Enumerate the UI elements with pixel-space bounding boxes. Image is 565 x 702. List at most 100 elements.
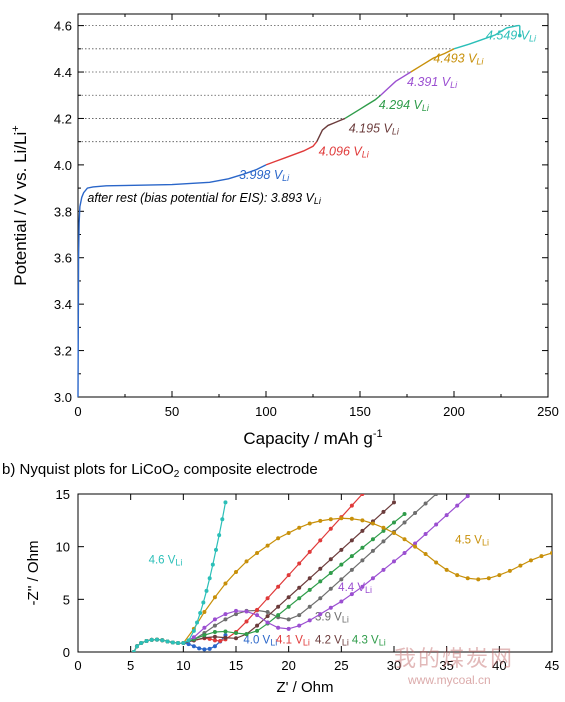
data-point (207, 646, 212, 651)
data-point (191, 644, 196, 649)
series-line-3 (344, 94, 382, 120)
x-axis-label: Capacity / mAh g-1 (243, 428, 382, 448)
data-point (328, 605, 333, 610)
data-point (220, 517, 225, 522)
chart-a-potential-capacity: 3.0 3.2 3.4 3.6 3.8 4.0 4.2 4.4 4.6 0 50 100 150 200 2… (10, 13, 559, 448)
data-point (339, 599, 344, 604)
data-point (392, 530, 396, 535)
data-point (265, 543, 270, 548)
x-tick-label: 20 (281, 658, 295, 673)
data-point (255, 628, 260, 633)
y-tick-label: 4.4 (54, 65, 72, 80)
data-point (455, 573, 460, 578)
data-point (186, 638, 191, 643)
data-point (360, 494, 365, 496)
data-point (204, 588, 209, 593)
data-point (360, 518, 365, 523)
data-point (265, 620, 270, 625)
data-point (212, 644, 217, 649)
data-point (497, 573, 502, 578)
data-point (197, 646, 202, 651)
data-point (307, 576, 312, 581)
data-point (434, 494, 439, 496)
data-point (195, 620, 200, 625)
series-label-4: 4.3 VLi (352, 635, 386, 648)
data-point (223, 629, 228, 634)
data-point (217, 533, 222, 538)
data-point (349, 592, 354, 597)
data-point (276, 604, 281, 609)
data-point (360, 545, 365, 550)
data-point (455, 503, 460, 508)
data-point (297, 561, 302, 566)
data-point (318, 518, 323, 523)
data-point (307, 604, 312, 609)
data-point (507, 568, 512, 573)
data-point (528, 558, 533, 563)
data-point (349, 554, 354, 559)
y-tick-label: 3.8 (54, 204, 72, 219)
data-point (339, 516, 344, 521)
data-point (318, 538, 323, 543)
annotation-5: 4.493 VLi (433, 52, 484, 67)
data-point (370, 537, 375, 542)
data-point (234, 612, 238, 617)
data-point (212, 629, 217, 634)
data-point (265, 596, 270, 601)
data-point (198, 611, 203, 616)
data-point (486, 576, 491, 581)
annotation-1: 4.096 VLi (319, 145, 370, 160)
data-point (286, 573, 291, 578)
series-label-3: 4.2 VLi (315, 635, 349, 648)
y-tick-label: 10 (56, 540, 70, 555)
data-point (318, 566, 323, 571)
x-tick-label: 200 (443, 404, 465, 419)
data-point (465, 576, 470, 581)
data-point (339, 547, 344, 552)
data-point (297, 623, 302, 628)
data-point (244, 559, 249, 564)
data-point (276, 584, 281, 589)
data-point (413, 544, 418, 549)
chart-b-title: b) Nyquist plots for LiCoO2 composite el… (2, 461, 318, 480)
x-tick-label: 0 (74, 404, 81, 419)
data-point (202, 647, 207, 652)
data-point (265, 609, 270, 614)
series-line-6 (453, 24, 520, 50)
data-point (381, 567, 386, 572)
data-point (318, 596, 323, 601)
data-point (423, 552, 428, 557)
annotation-7: after rest (bias potential for EIS): 3.8… (87, 191, 322, 206)
data-point (476, 577, 481, 582)
data-point (402, 520, 407, 525)
data-point (234, 608, 238, 613)
x-tick-label: 250 (537, 404, 559, 419)
data-point (176, 641, 181, 646)
data-point (444, 513, 449, 518)
data-point (539, 554, 544, 559)
data-point (286, 595, 291, 600)
data-point (207, 576, 212, 581)
y-tick-label: 5 (63, 592, 70, 607)
data-point (307, 549, 312, 554)
data-point (307, 587, 312, 592)
data-point (223, 635, 228, 640)
data-point (413, 510, 418, 515)
data-point (202, 609, 207, 614)
annotation-0: 3.998 VLi (239, 168, 290, 183)
series-5 (131, 494, 470, 652)
data-point (234, 569, 238, 574)
data-point (223, 500, 228, 505)
x-tick-label: 25 (334, 658, 348, 673)
data-point (392, 520, 396, 525)
series-line-7 (133, 502, 227, 652)
data-point (423, 501, 428, 506)
data-point (286, 604, 291, 609)
data-point (212, 623, 217, 628)
annotation-4: 4.391 VLi (407, 75, 458, 90)
data-point (223, 612, 228, 617)
data-point (381, 509, 386, 514)
data-point (328, 557, 333, 562)
data-point (318, 612, 323, 617)
